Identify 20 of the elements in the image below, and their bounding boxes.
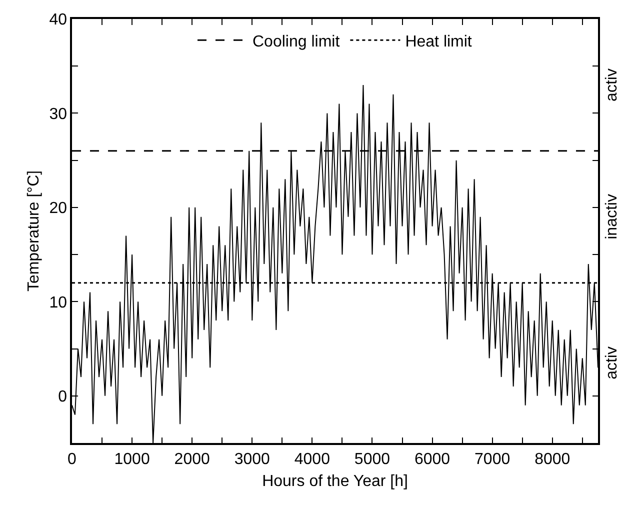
x-tick-label: 4000 <box>294 450 330 468</box>
y-axis-title: Temperature [°C] <box>26 170 43 292</box>
x-tick-label: 8000 <box>534 450 570 468</box>
x-tick-label: 2000 <box>174 450 210 468</box>
x-axis-title: Hours of the Year [h] <box>262 473 408 490</box>
legend-label: Cooling limit <box>252 33 340 50</box>
y-tick-label: 40 <box>49 12 68 29</box>
x-tick-label: 5000 <box>354 450 390 468</box>
y-tick-label: 10 <box>49 294 68 312</box>
x-tick-label: 1000 <box>114 450 150 468</box>
x-tick-label: 3000 <box>234 450 270 468</box>
legend-label: Heat limit <box>405 33 472 50</box>
text: inactiv <box>604 194 621 240</box>
x-tick-label: 7000 <box>474 450 510 468</box>
y-tick-label: 0 <box>58 388 68 406</box>
x-tick-label: 6000 <box>414 450 450 468</box>
y-tick-label: 20 <box>49 200 68 218</box>
text: activ <box>604 346 621 380</box>
y-tick-label: 30 <box>49 106 68 123</box>
text: activ <box>604 68 621 102</box>
